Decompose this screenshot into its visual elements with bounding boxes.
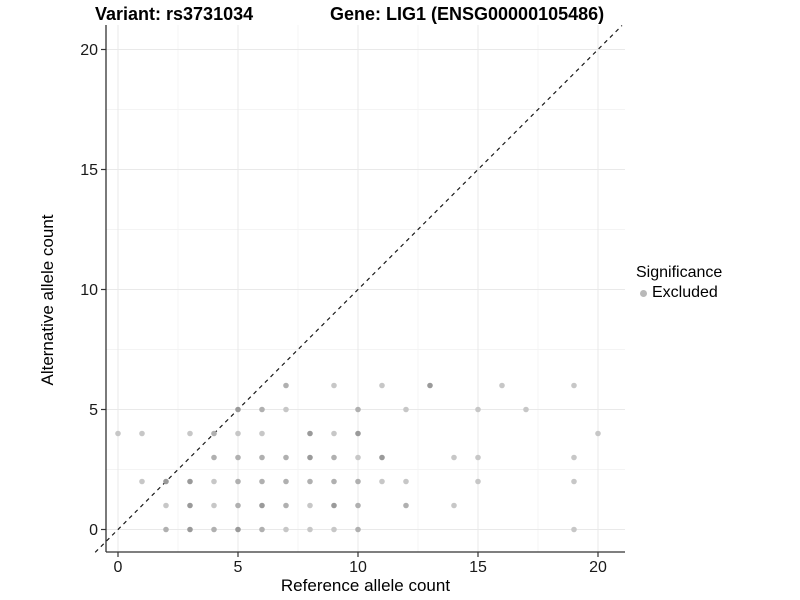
x-tick-label: 0 [114, 559, 123, 576]
data-point [427, 382, 433, 389]
variant-title: Variant: rs3731034 [95, 4, 254, 24]
legend-title: Significance [636, 264, 723, 281]
x-tick-label: 20 [589, 559, 607, 576]
legend: Significance Excluded [636, 263, 722, 303]
data-point [187, 430, 193, 437]
x-tick-label: 15 [469, 559, 487, 576]
x-tick-label: 5 [234, 559, 243, 576]
data-point [163, 502, 169, 509]
data-point [259, 406, 265, 413]
data-point [355, 526, 361, 533]
data-point [595, 430, 601, 437]
y-axis-title: Alternative allele count [38, 214, 57, 386]
data-point [475, 478, 481, 485]
data-point [499, 382, 505, 389]
identity-line [94, 25, 623, 553]
data-point [307, 502, 313, 509]
y-tick-label: 0 [89, 522, 98, 539]
data-point [355, 478, 361, 485]
data-point [355, 430, 361, 437]
data-point [259, 502, 265, 509]
y-tick-label: 5 [89, 402, 98, 419]
legend-item-excluded: Excluded [636, 283, 722, 303]
data-point [235, 478, 241, 485]
data-point [331, 454, 337, 461]
data-point [211, 454, 217, 461]
data-point [187, 526, 193, 533]
y-tick-label: 20 [80, 42, 98, 59]
data-point [451, 502, 457, 509]
data-point [235, 454, 241, 461]
data-point [283, 526, 289, 533]
data-point [283, 478, 289, 485]
data-point [283, 502, 289, 509]
data-point [283, 382, 289, 389]
data-point [307, 454, 313, 461]
data-point [307, 526, 313, 533]
data-point [379, 382, 385, 389]
data-point [331, 502, 337, 509]
data-point [259, 478, 265, 485]
data-point [139, 478, 145, 485]
data-point [163, 526, 169, 533]
data-point [571, 454, 577, 461]
data-point [211, 430, 217, 437]
y-tick-label: 10 [80, 282, 98, 299]
data-point [163, 478, 169, 485]
data-point [331, 382, 337, 389]
data-point [187, 502, 193, 509]
data-point [307, 430, 313, 437]
data-point [235, 526, 241, 533]
data-point [259, 454, 265, 461]
data-point [355, 502, 361, 509]
data-point [115, 430, 121, 437]
data-point [235, 430, 241, 437]
data-point [355, 406, 361, 413]
data-point [571, 526, 577, 533]
data-point [331, 478, 337, 485]
data-point [379, 454, 385, 461]
data-point [403, 502, 409, 509]
data-point [355, 454, 361, 461]
excluded-dot-icon [640, 289, 647, 297]
data-point [307, 478, 313, 485]
data-point [403, 406, 409, 413]
data-point [187, 478, 193, 485]
data-point [475, 454, 481, 461]
data-point [451, 454, 457, 461]
data-point [211, 502, 217, 509]
data-point [235, 406, 241, 413]
x-axis-title: Reference allele count [280, 576, 451, 595]
data-point [379, 478, 385, 485]
data-point [139, 430, 145, 437]
data-point [331, 526, 337, 533]
data-point [211, 478, 217, 485]
data-point [259, 526, 265, 533]
data-point [235, 502, 241, 509]
data-point [259, 430, 265, 437]
legend-item-label: Excluded [652, 284, 718, 301]
data-point [571, 382, 577, 389]
data-point [331, 430, 337, 437]
data-point [283, 454, 289, 461]
gene-title: Gene: LIG1 (ENSG00000105486) [330, 4, 605, 24]
data-point [523, 406, 529, 413]
data-point [283, 406, 289, 413]
data-point [403, 478, 409, 485]
x-tick-label: 10 [349, 559, 367, 576]
y-tick-label: 15 [80, 162, 98, 179]
data-point [211, 526, 217, 533]
data-point [571, 478, 577, 485]
data-point [475, 406, 481, 413]
